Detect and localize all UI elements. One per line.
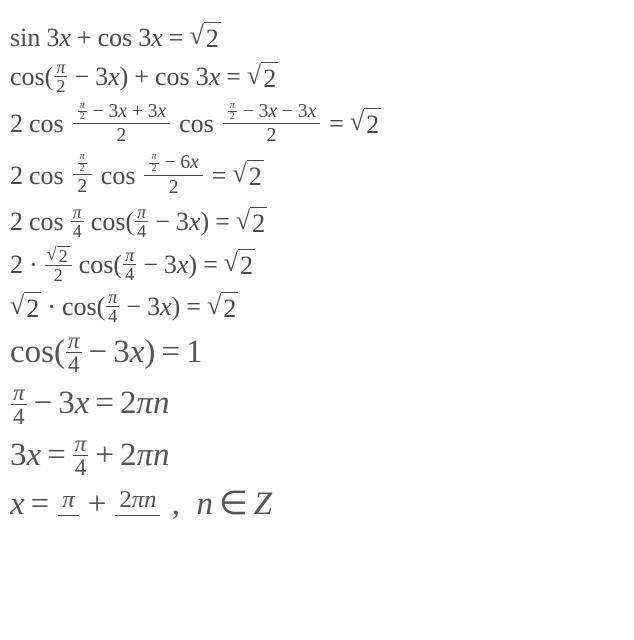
equation-line-3: 2cos π2 − 3x + 3x 2 cos π2 − 3x − 3x 2 =… — [10, 100, 624, 148]
equation-line-6: 2·22cos(π4−3x)=2 — [10, 245, 624, 284]
equation-line-8: cos(π4−3x)=1 — [10, 329, 624, 376]
equation-line-11: x= π + 2πn , n∈Z — [10, 485, 624, 519]
equation-line-4: 2cos π2 2 cos π2 − 6x 2 =2 — [10, 151, 624, 199]
equation-line-1: sin3x+cos3x=2 — [10, 20, 624, 54]
equation-line-9: π4−3x=2πn — [10, 381, 624, 428]
equation-line-7: 2·cos(π4−3x)=2 — [10, 288, 624, 325]
equation-line-2: cos(π2−3x)+cos3x=2 — [10, 58, 624, 95]
math-document: sin3x+cos3x=2 cos(π2−3x)+cos3x=2 2cos π2… — [10, 20, 624, 519]
equation-line-5: 2cosπ4cos(π4−3x)=2 — [10, 203, 624, 240]
equation-line-10: 3x=π4+2πn — [10, 432, 624, 479]
